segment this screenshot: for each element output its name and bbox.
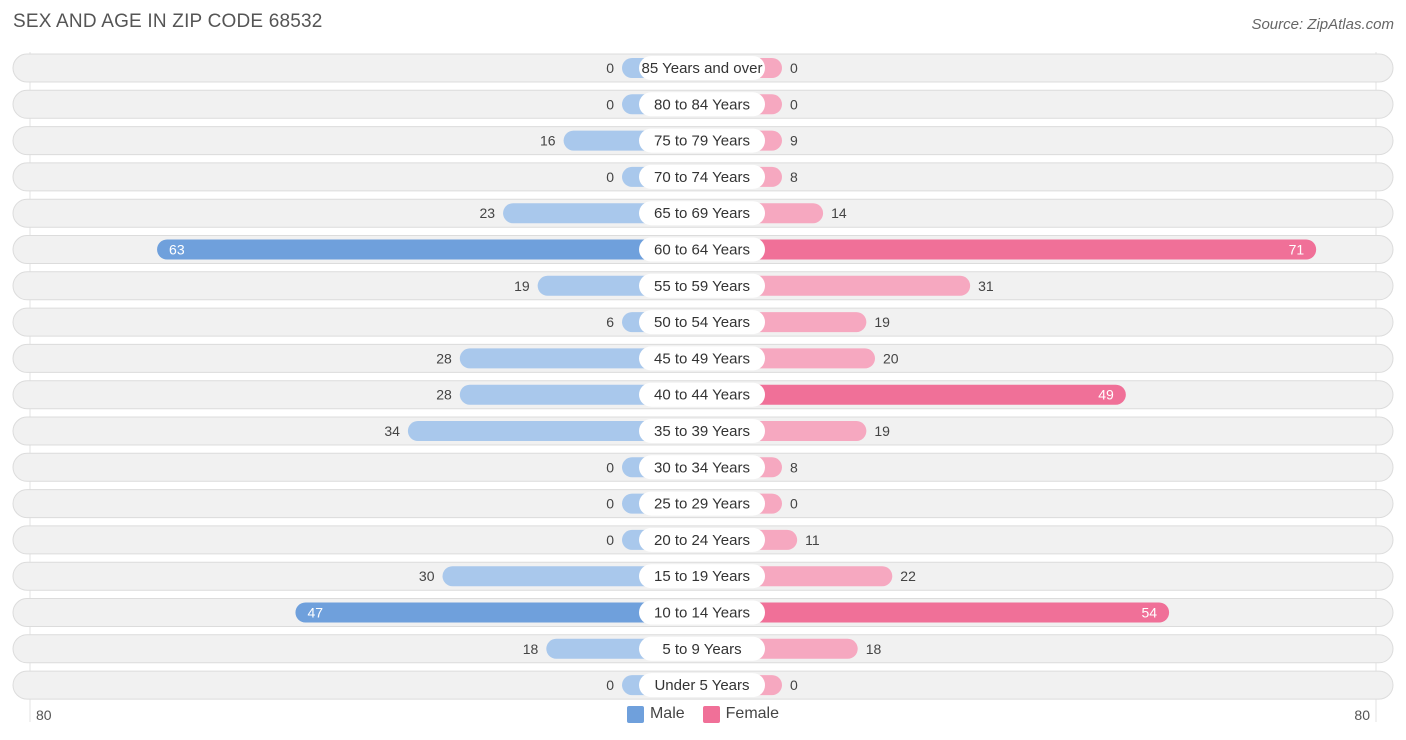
value-label-female: 19 — [874, 314, 890, 330]
value-label-female: 0 — [790, 60, 798, 76]
value-label-female: 8 — [790, 169, 798, 185]
category-label-background — [639, 346, 765, 371]
bar-female — [702, 239, 1317, 260]
category-label-background — [639, 56, 765, 80]
category-label-background — [639, 527, 765, 552]
legend-swatch-male — [626, 705, 644, 723]
value-label-male: 0 — [606, 532, 614, 548]
category-label: 85 Years and over — [642, 60, 763, 77]
category-label-background — [639, 636, 765, 661]
bar-female — [702, 275, 971, 296]
value-label-male: 19 — [514, 278, 530, 294]
category-label-background — [639, 164, 765, 189]
category-label-background — [639, 310, 765, 335]
category-label: 5 to 9 Years — [662, 641, 741, 658]
value-label-female: 11 — [805, 532, 820, 548]
category-label-background — [639, 491, 765, 516]
category-label: 25 to 29 Years — [654, 496, 750, 513]
value-label-male: 0 — [606, 96, 614, 112]
category-label: 35 to 39 Years — [654, 423, 750, 440]
value-label-male: 30 — [419, 568, 435, 584]
bar-male — [157, 239, 703, 260]
category-label: 40 to 44 Years — [654, 387, 750, 404]
value-label-female: 0 — [790, 496, 798, 512]
value-label-male: 23 — [479, 205, 495, 221]
value-label-female: 0 — [790, 96, 798, 112]
value-label-male: 34 — [384, 423, 400, 439]
value-label-female: 9 — [790, 133, 798, 149]
category-label-background — [639, 382, 765, 407]
category-label-background — [639, 201, 765, 226]
category-label-background — [639, 92, 765, 117]
category-label-background — [639, 419, 765, 443]
value-label-female: 49 — [1098, 387, 1114, 403]
value-label-female: 18 — [866, 641, 882, 657]
value-label-male: 28 — [436, 387, 452, 403]
legend-item-male: Male — [626, 705, 685, 723]
category-label-background — [639, 273, 765, 298]
axis-right-max: 80 — [1354, 707, 1370, 723]
value-label-male: 16 — [540, 133, 556, 149]
value-label-male: 63 — [169, 242, 185, 258]
bar-female — [702, 602, 1170, 623]
category-label: 20 to 24 Years — [654, 532, 750, 549]
value-label-female: 20 — [883, 350, 899, 366]
value-label-female: 54 — [1142, 605, 1158, 621]
category-label-background — [639, 237, 765, 262]
category-label: 80 to 84 Years — [654, 96, 750, 113]
legend: Male Female — [0, 705, 1406, 723]
legend-label-female: Female — [725, 705, 780, 722]
legend-swatch-female — [702, 705, 720, 723]
category-label: 50 to 54 Years — [654, 314, 750, 331]
value-label-male: 0 — [606, 496, 614, 512]
value-label-male: 6 — [606, 314, 614, 330]
value-label-male: 47 — [307, 605, 323, 621]
category-label: 65 to 69 Years — [654, 205, 750, 222]
value-label-female: 14 — [831, 205, 847, 221]
category-label-background — [639, 455, 765, 480]
category-label: 10 to 14 Years — [654, 605, 750, 622]
legend-label-male: Male — [649, 705, 685, 722]
category-label-background — [639, 600, 765, 625]
category-label-background — [639, 128, 765, 153]
source-note: Source: ZipAtlas.com — [1251, 16, 1394, 33]
category-label: Under 5 Years — [654, 677, 749, 694]
category-label: 15 to 19 Years — [654, 568, 750, 585]
category-label: 60 to 64 Years — [654, 242, 750, 259]
category-label: 55 to 59 Years — [654, 278, 750, 295]
value-label-female: 31 — [978, 278, 994, 294]
category-label: 45 to 49 Years — [654, 350, 750, 367]
axis-left-max: 80 — [36, 707, 52, 723]
bar-male — [407, 421, 702, 441]
value-label-female: 19 — [874, 423, 890, 439]
category-label-background — [639, 673, 765, 698]
value-label-male: 28 — [436, 350, 452, 366]
category-label: 30 to 34 Years — [654, 459, 750, 476]
value-label-male: 0 — [606, 60, 614, 76]
value-label-male: 0 — [606, 169, 614, 185]
legend-item-female: Female — [702, 705, 780, 723]
bar-male — [442, 566, 702, 587]
bar-male — [295, 602, 702, 623]
value-label-female: 22 — [900, 568, 916, 584]
category-label: 75 to 79 Years — [654, 133, 750, 150]
value-label-female: 0 — [790, 677, 798, 693]
category-label: 70 to 74 Years — [654, 169, 750, 186]
value-label-female: 8 — [790, 459, 798, 475]
chart-title: SEX AND AGE IN ZIP CODE 68532 — [13, 11, 323, 32]
value-label-male: 0 — [606, 677, 614, 693]
value-label-female: 71 — [1289, 242, 1305, 258]
value-label-male: 18 — [523, 641, 539, 657]
bar-female — [702, 384, 1126, 405]
value-label-male: 0 — [606, 459, 614, 475]
category-label-background — [639, 564, 765, 589]
